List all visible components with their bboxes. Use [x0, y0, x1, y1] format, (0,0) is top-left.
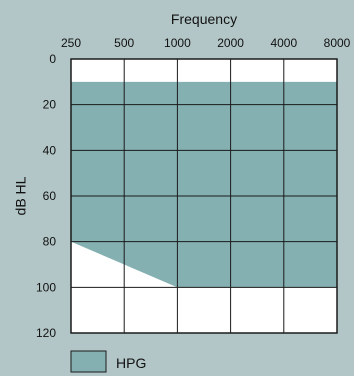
y-axis-title: dB HL [13, 176, 29, 215]
legend-label-hpg: HPG [116, 355, 146, 371]
plot-border [70, 58, 338, 334]
x-tick-label: 500 [114, 36, 134, 50]
y-tick-label: 40 [43, 143, 57, 157]
x-tick-label: 8000 [324, 36, 351, 50]
y-tick-label: 60 [43, 189, 57, 203]
x-tick-label: 250 [61, 36, 81, 50]
y-tick-label: 120 [36, 326, 56, 340]
hpg-fill-area [71, 81, 337, 288]
y-tick-label: 20 [43, 98, 57, 112]
x-tick-labels: 250 500 1000 2000 4000 8000 [61, 36, 351, 50]
x-axis-title: Frequency [171, 11, 237, 27]
x-tick-label: 4000 [270, 36, 297, 50]
y-tick-label: 0 [49, 52, 56, 66]
y-tick-labels: 0 20 40 60 80 100 120 [36, 52, 56, 340]
y-tick-label: 80 [43, 235, 57, 249]
x-tick-label: 2000 [217, 36, 244, 50]
legend-swatch-hpg [70, 350, 107, 373]
x-tick-label: 1000 [164, 36, 191, 50]
grid-lines [70, 58, 338, 334]
y-tick-label: 100 [36, 280, 56, 294]
